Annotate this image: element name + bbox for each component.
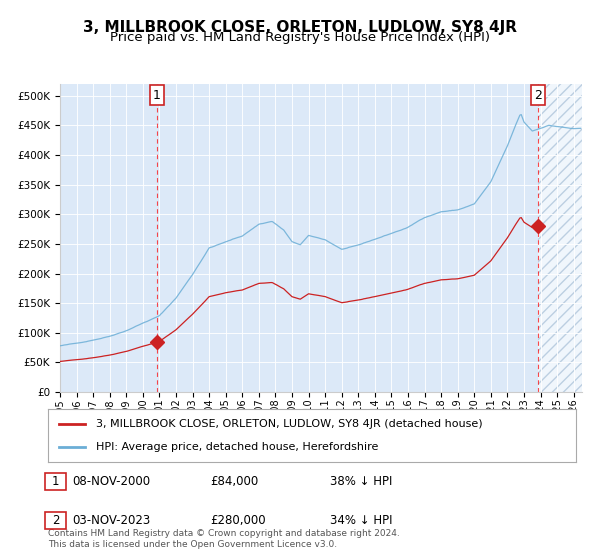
Text: 3, MILLBROOK CLOSE, ORLETON, LUDLOW, SY8 4JR: 3, MILLBROOK CLOSE, ORLETON, LUDLOW, SY8… — [83, 20, 517, 35]
Text: 08-NOV-2000: 08-NOV-2000 — [72, 475, 150, 488]
Text: Price paid vs. HM Land Registry's House Price Index (HPI): Price paid vs. HM Land Registry's House … — [110, 31, 490, 44]
Text: 1: 1 — [153, 88, 161, 101]
Text: 3, MILLBROOK CLOSE, ORLETON, LUDLOW, SY8 4JR (detached house): 3, MILLBROOK CLOSE, ORLETON, LUDLOW, SY8… — [95, 419, 482, 429]
Text: 03-NOV-2023: 03-NOV-2023 — [72, 514, 150, 528]
Text: 2: 2 — [52, 514, 59, 528]
Text: 1: 1 — [52, 475, 59, 488]
Text: 2: 2 — [534, 88, 542, 101]
Text: Contains HM Land Registry data © Crown copyright and database right 2024.
This d: Contains HM Land Registry data © Crown c… — [48, 529, 400, 549]
Text: £84,000: £84,000 — [210, 475, 258, 488]
Bar — [538, 84, 582, 392]
Text: HPI: Average price, detached house, Herefordshire: HPI: Average price, detached house, Here… — [95, 442, 378, 452]
Text: 38% ↓ HPI: 38% ↓ HPI — [330, 475, 392, 488]
Text: 34% ↓ HPI: 34% ↓ HPI — [330, 514, 392, 528]
Text: £280,000: £280,000 — [210, 514, 266, 528]
